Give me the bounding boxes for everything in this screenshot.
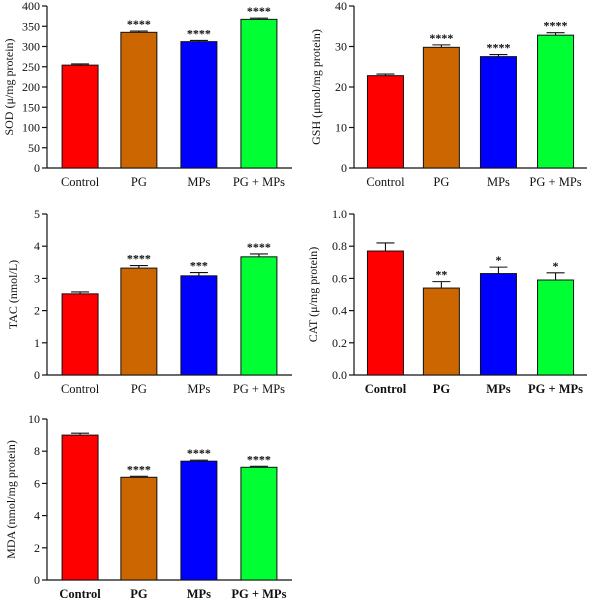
x-category-label: PG: [131, 175, 147, 189]
chart-panel-5: 0 2 4 6 8 10 MDA (nmol/mg protein) Control **** P…: [4, 412, 292, 600]
y-tick-label: 350: [22, 19, 40, 33]
bar-control: [366, 250, 404, 376]
y-tick-label: 150: [22, 100, 40, 114]
significance-label: ****: [127, 252, 151, 266]
bar-mps: [180, 41, 218, 169]
y-tick-label: 4: [34, 509, 40, 523]
y-tick-label: 4: [34, 239, 40, 253]
x-category-label: PG + MPs: [233, 175, 285, 189]
y-tick-label: 2: [34, 304, 40, 318]
x-category-label: Control: [59, 587, 101, 600]
bar-pg: [422, 287, 460, 376]
bar-pg: [120, 476, 158, 581]
y-tick-label: 10: [28, 412, 40, 426]
significance-label: *: [495, 253, 501, 267]
bar-pg-mps: [240, 18, 278, 169]
x-category-label: Control: [61, 382, 100, 396]
x-category-label: MPs: [486, 382, 510, 396]
y-tick-label: 0: [34, 368, 40, 382]
x-category-label: MPs: [487, 175, 510, 189]
y-tick-label: 40: [335, 0, 347, 13]
y-tick-label: 2: [34, 541, 40, 555]
x-category-label: Control: [365, 382, 407, 396]
x-category-label: MPs: [187, 587, 211, 600]
y-tick-label: 8: [34, 444, 40, 458]
bar-control: [366, 75, 404, 169]
significance-label: ****: [429, 31, 453, 45]
y-axis-title: SOD (μ/mg protein): [2, 38, 16, 135]
chart-panel-2: 0 10 20 30 40 GSH (μmol/mg protein) Control ***…: [309, 0, 587, 189]
significance-label: *: [553, 259, 559, 273]
bar-pg: [120, 31, 158, 169]
x-category-label: PG + MPs: [529, 175, 581, 189]
y-axis-title: CAT (μ/mg protein): [306, 247, 320, 343]
y-tick-label: 5: [34, 207, 40, 221]
y-tick-label: 1.0: [332, 207, 347, 221]
bar-pg: [120, 267, 158, 376]
y-tick-label: 0.8: [332, 239, 347, 253]
y-tick-label: 250: [22, 60, 40, 74]
y-tick-label: 0.2: [332, 336, 347, 350]
significance-label: **: [435, 268, 447, 282]
y-tick-label: 400: [22, 0, 40, 13]
x-category-label: MPs: [187, 175, 210, 189]
bar-mps: [180, 460, 218, 581]
bar-pg-mps: [537, 279, 575, 376]
significance-label: ****: [544, 19, 568, 33]
bar-pg-mps: [240, 256, 278, 376]
significance-label: ****: [486, 41, 510, 55]
bar-control: [61, 434, 99, 581]
x-category-label: PG: [130, 587, 148, 600]
y-tick-label: 200: [22, 80, 40, 94]
bar-pg: [422, 46, 460, 169]
bar-mps: [479, 273, 517, 376]
y-tick-label: 0.6: [332, 271, 347, 285]
y-tick-label: 0.4: [332, 304, 347, 318]
y-tick-label: 10: [335, 121, 347, 135]
significance-label: ****: [247, 240, 271, 254]
y-axis-title: TAC (nmol/L): [6, 260, 20, 329]
y-tick-label: 1: [34, 336, 40, 350]
y-tick-label: 50: [28, 141, 40, 155]
x-category-label: PG: [433, 175, 449, 189]
chart-panel-3: 0 1 2 3 4 5 TAC (nmol/L) Control **** PG *** MPs ***…: [6, 207, 292, 396]
x-category-label: PG + MPs: [231, 587, 286, 600]
bar-control: [61, 64, 99, 169]
bar-control: [61, 293, 99, 376]
y-axis-title: MDA (nmol/mg protein): [4, 440, 18, 559]
x-category-label: PG: [433, 382, 451, 396]
x-category-label: PG + MPs: [233, 382, 285, 396]
y-tick-label: 3: [34, 271, 40, 285]
bar-pg-mps: [537, 34, 575, 169]
y-tick-label: 30: [335, 40, 347, 54]
significance-label: ****: [187, 26, 211, 40]
x-category-label: Control: [61, 175, 100, 189]
y-tick-label: 6: [34, 476, 40, 490]
x-category-label: PG + MPs: [528, 382, 583, 396]
significance-label: ****: [187, 446, 211, 460]
y-tick-label: 0: [341, 161, 347, 175]
x-category-label: PG: [131, 382, 147, 396]
y-axis-title: GSH (μmol/mg protein): [309, 29, 323, 145]
y-tick-label: 0: [34, 161, 40, 175]
y-tick-label: 0: [34, 573, 40, 587]
chart-panel-1: 0 50 100 150 200 250 300 350 400 SOD (μ/mg protei…: [2, 0, 292, 189]
bar-mps: [180, 275, 218, 376]
x-category-label: Control: [366, 175, 405, 189]
significance-label: ****: [127, 462, 151, 476]
bar-pg-mps: [240, 466, 278, 581]
significance-label: ***: [190, 259, 208, 273]
y-tick-label: 300: [22, 40, 40, 54]
y-tick-label: 20: [335, 80, 347, 94]
significance-label: ****: [127, 17, 151, 31]
significance-label: ****: [247, 452, 271, 466]
chart-panel-4: 0.0 0.2 0.4 0.6 0.8 1.0 CAT (μ/mg protein) Cont…: [306, 207, 587, 396]
significance-label: ****: [247, 4, 271, 18]
x-category-label: MPs: [187, 382, 210, 396]
y-tick-label: 0.0: [332, 368, 347, 382]
bar-mps: [479, 56, 517, 169]
y-tick-label: 100: [22, 121, 40, 135]
